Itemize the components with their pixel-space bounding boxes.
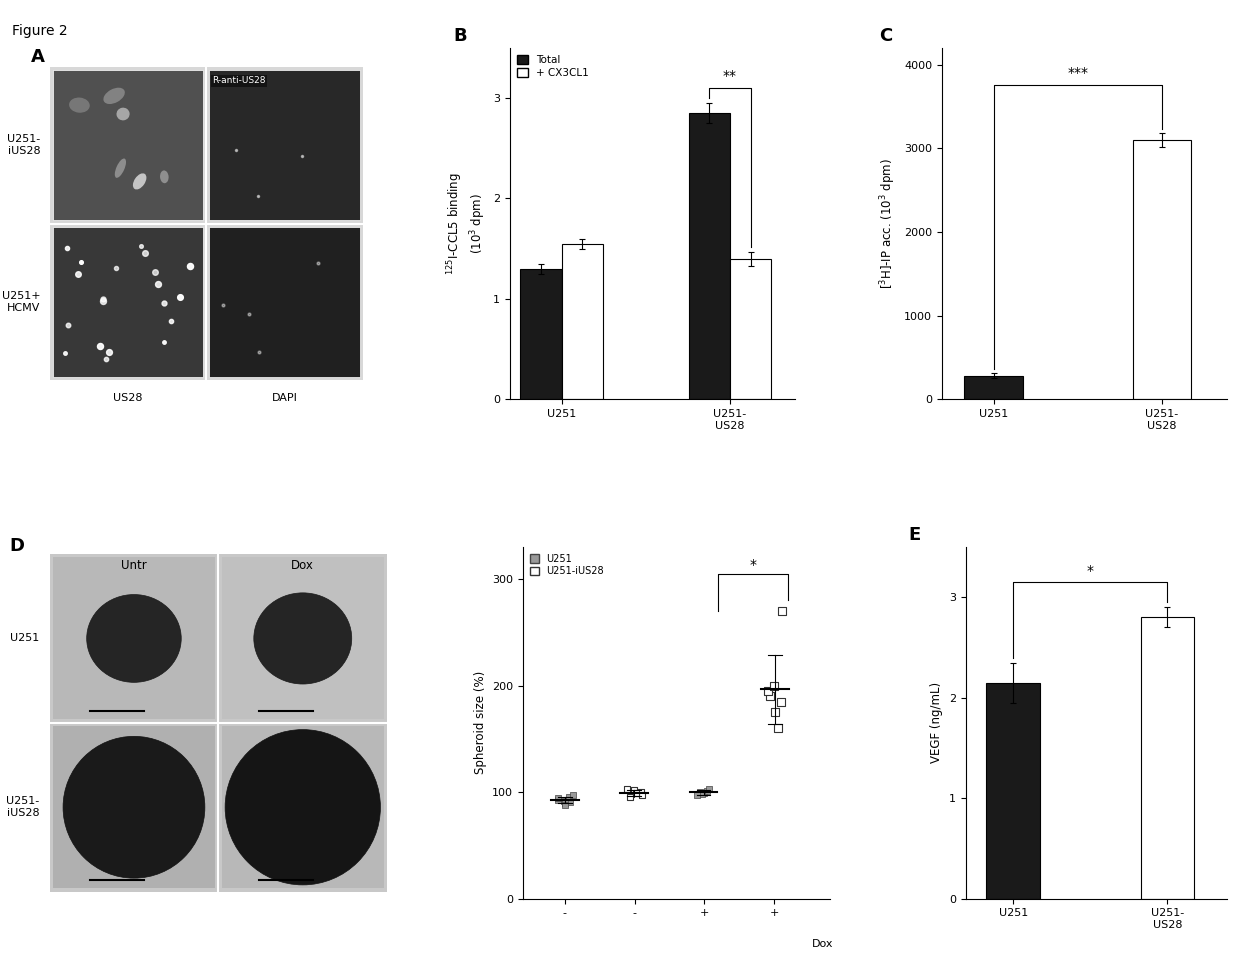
Point bbox=[632, 788, 652, 803]
Y-axis label: $[^{3}$H]-IP acc. (10$^{3}$ dpm): $[^{3}$H]-IP acc. (10$^{3}$ dpm) bbox=[878, 158, 898, 289]
Point bbox=[694, 786, 714, 801]
Point bbox=[690, 785, 710, 800]
Ellipse shape bbox=[225, 729, 380, 885]
Point bbox=[632, 785, 652, 800]
Point bbox=[764, 678, 784, 693]
Text: B: B bbox=[453, 27, 467, 45]
Point bbox=[548, 792, 567, 807]
Bar bbox=[1141, 618, 1194, 899]
Point bbox=[624, 782, 644, 797]
Point bbox=[764, 705, 784, 720]
Ellipse shape bbox=[103, 88, 125, 104]
Point bbox=[559, 790, 579, 805]
Point bbox=[758, 684, 778, 699]
Text: Dox: Dox bbox=[812, 939, 834, 949]
Ellipse shape bbox=[87, 595, 181, 683]
Point bbox=[627, 786, 647, 801]
Bar bbox=[53, 70, 203, 221]
Bar bbox=[561, 244, 603, 400]
Point bbox=[555, 797, 575, 813]
Point bbox=[760, 688, 779, 704]
Text: R-anti-US28: R-anti-US28 bbox=[212, 76, 266, 85]
Point bbox=[560, 794, 580, 810]
Text: U251-
iUS28: U251- iUS28 bbox=[7, 135, 40, 156]
Legend: U251, U251-iUS28: U251, U251-iUS28 bbox=[528, 552, 606, 578]
Point bbox=[771, 694, 790, 709]
Point bbox=[768, 721, 788, 736]
Ellipse shape bbox=[133, 173, 146, 189]
Text: DAPI: DAPI bbox=[271, 393, 297, 402]
Text: C: C bbox=[880, 27, 892, 45]
Bar bbox=[964, 376, 1022, 400]
Ellipse shape bbox=[63, 736, 204, 879]
Point bbox=[693, 787, 712, 802]
Bar bbox=[209, 227, 359, 377]
Text: *: * bbox=[750, 557, 757, 572]
Point bbox=[563, 788, 582, 803]
Ellipse shape bbox=[69, 98, 89, 113]
Bar bbox=[730, 259, 772, 400]
Text: E: E bbox=[908, 526, 921, 544]
Bar bbox=[520, 269, 561, 400]
Text: D: D bbox=[9, 537, 24, 555]
Text: Figure 2: Figure 2 bbox=[12, 24, 68, 38]
Point bbox=[554, 793, 574, 808]
Bar bbox=[222, 557, 384, 720]
Point bbox=[620, 790, 639, 805]
Point bbox=[688, 788, 707, 803]
Bar bbox=[222, 727, 384, 888]
Bar bbox=[986, 683, 1040, 899]
Point bbox=[772, 603, 792, 619]
Bar bbox=[689, 113, 730, 400]
Bar bbox=[53, 227, 203, 377]
Text: ***: *** bbox=[1067, 67, 1088, 80]
Text: *: * bbox=[1087, 564, 1094, 578]
Text: **: ** bbox=[724, 69, 737, 83]
Text: Dox: Dox bbox=[291, 559, 315, 572]
Point bbox=[700, 781, 720, 796]
Point bbox=[548, 791, 567, 806]
Bar bbox=[53, 727, 216, 888]
Ellipse shape bbox=[116, 108, 130, 120]
Y-axis label: $^{125}$I-CCL5 binding
(10$^{3}$ dpm): $^{125}$I-CCL5 binding (10$^{3}$ dpm) bbox=[446, 172, 487, 275]
Ellipse shape bbox=[254, 593, 352, 684]
Point bbox=[617, 781, 637, 796]
Point bbox=[555, 795, 575, 811]
Text: U251-
iUS28: U251- iUS28 bbox=[6, 796, 40, 818]
Legend: Total, + CX3CL1: Total, + CX3CL1 bbox=[515, 53, 591, 80]
Ellipse shape bbox=[115, 159, 126, 178]
Text: Untr: Untr bbox=[121, 559, 147, 572]
Text: A: A bbox=[31, 48, 45, 66]
Bar bbox=[1132, 140, 1191, 400]
Bar bbox=[209, 70, 359, 221]
Ellipse shape bbox=[160, 170, 169, 184]
Bar bbox=[53, 557, 216, 720]
Y-axis label: VEGF (ng/mL): VEGF (ng/mL) bbox=[930, 683, 943, 764]
Point bbox=[698, 783, 717, 798]
Text: U251+
HCMV: U251+ HCMV bbox=[1, 292, 40, 313]
Text: U251: U251 bbox=[10, 634, 40, 643]
Point bbox=[621, 787, 641, 802]
Y-axis label: Spheroid size (%): Spheroid size (%) bbox=[473, 671, 487, 774]
Text: US28: US28 bbox=[113, 393, 142, 402]
